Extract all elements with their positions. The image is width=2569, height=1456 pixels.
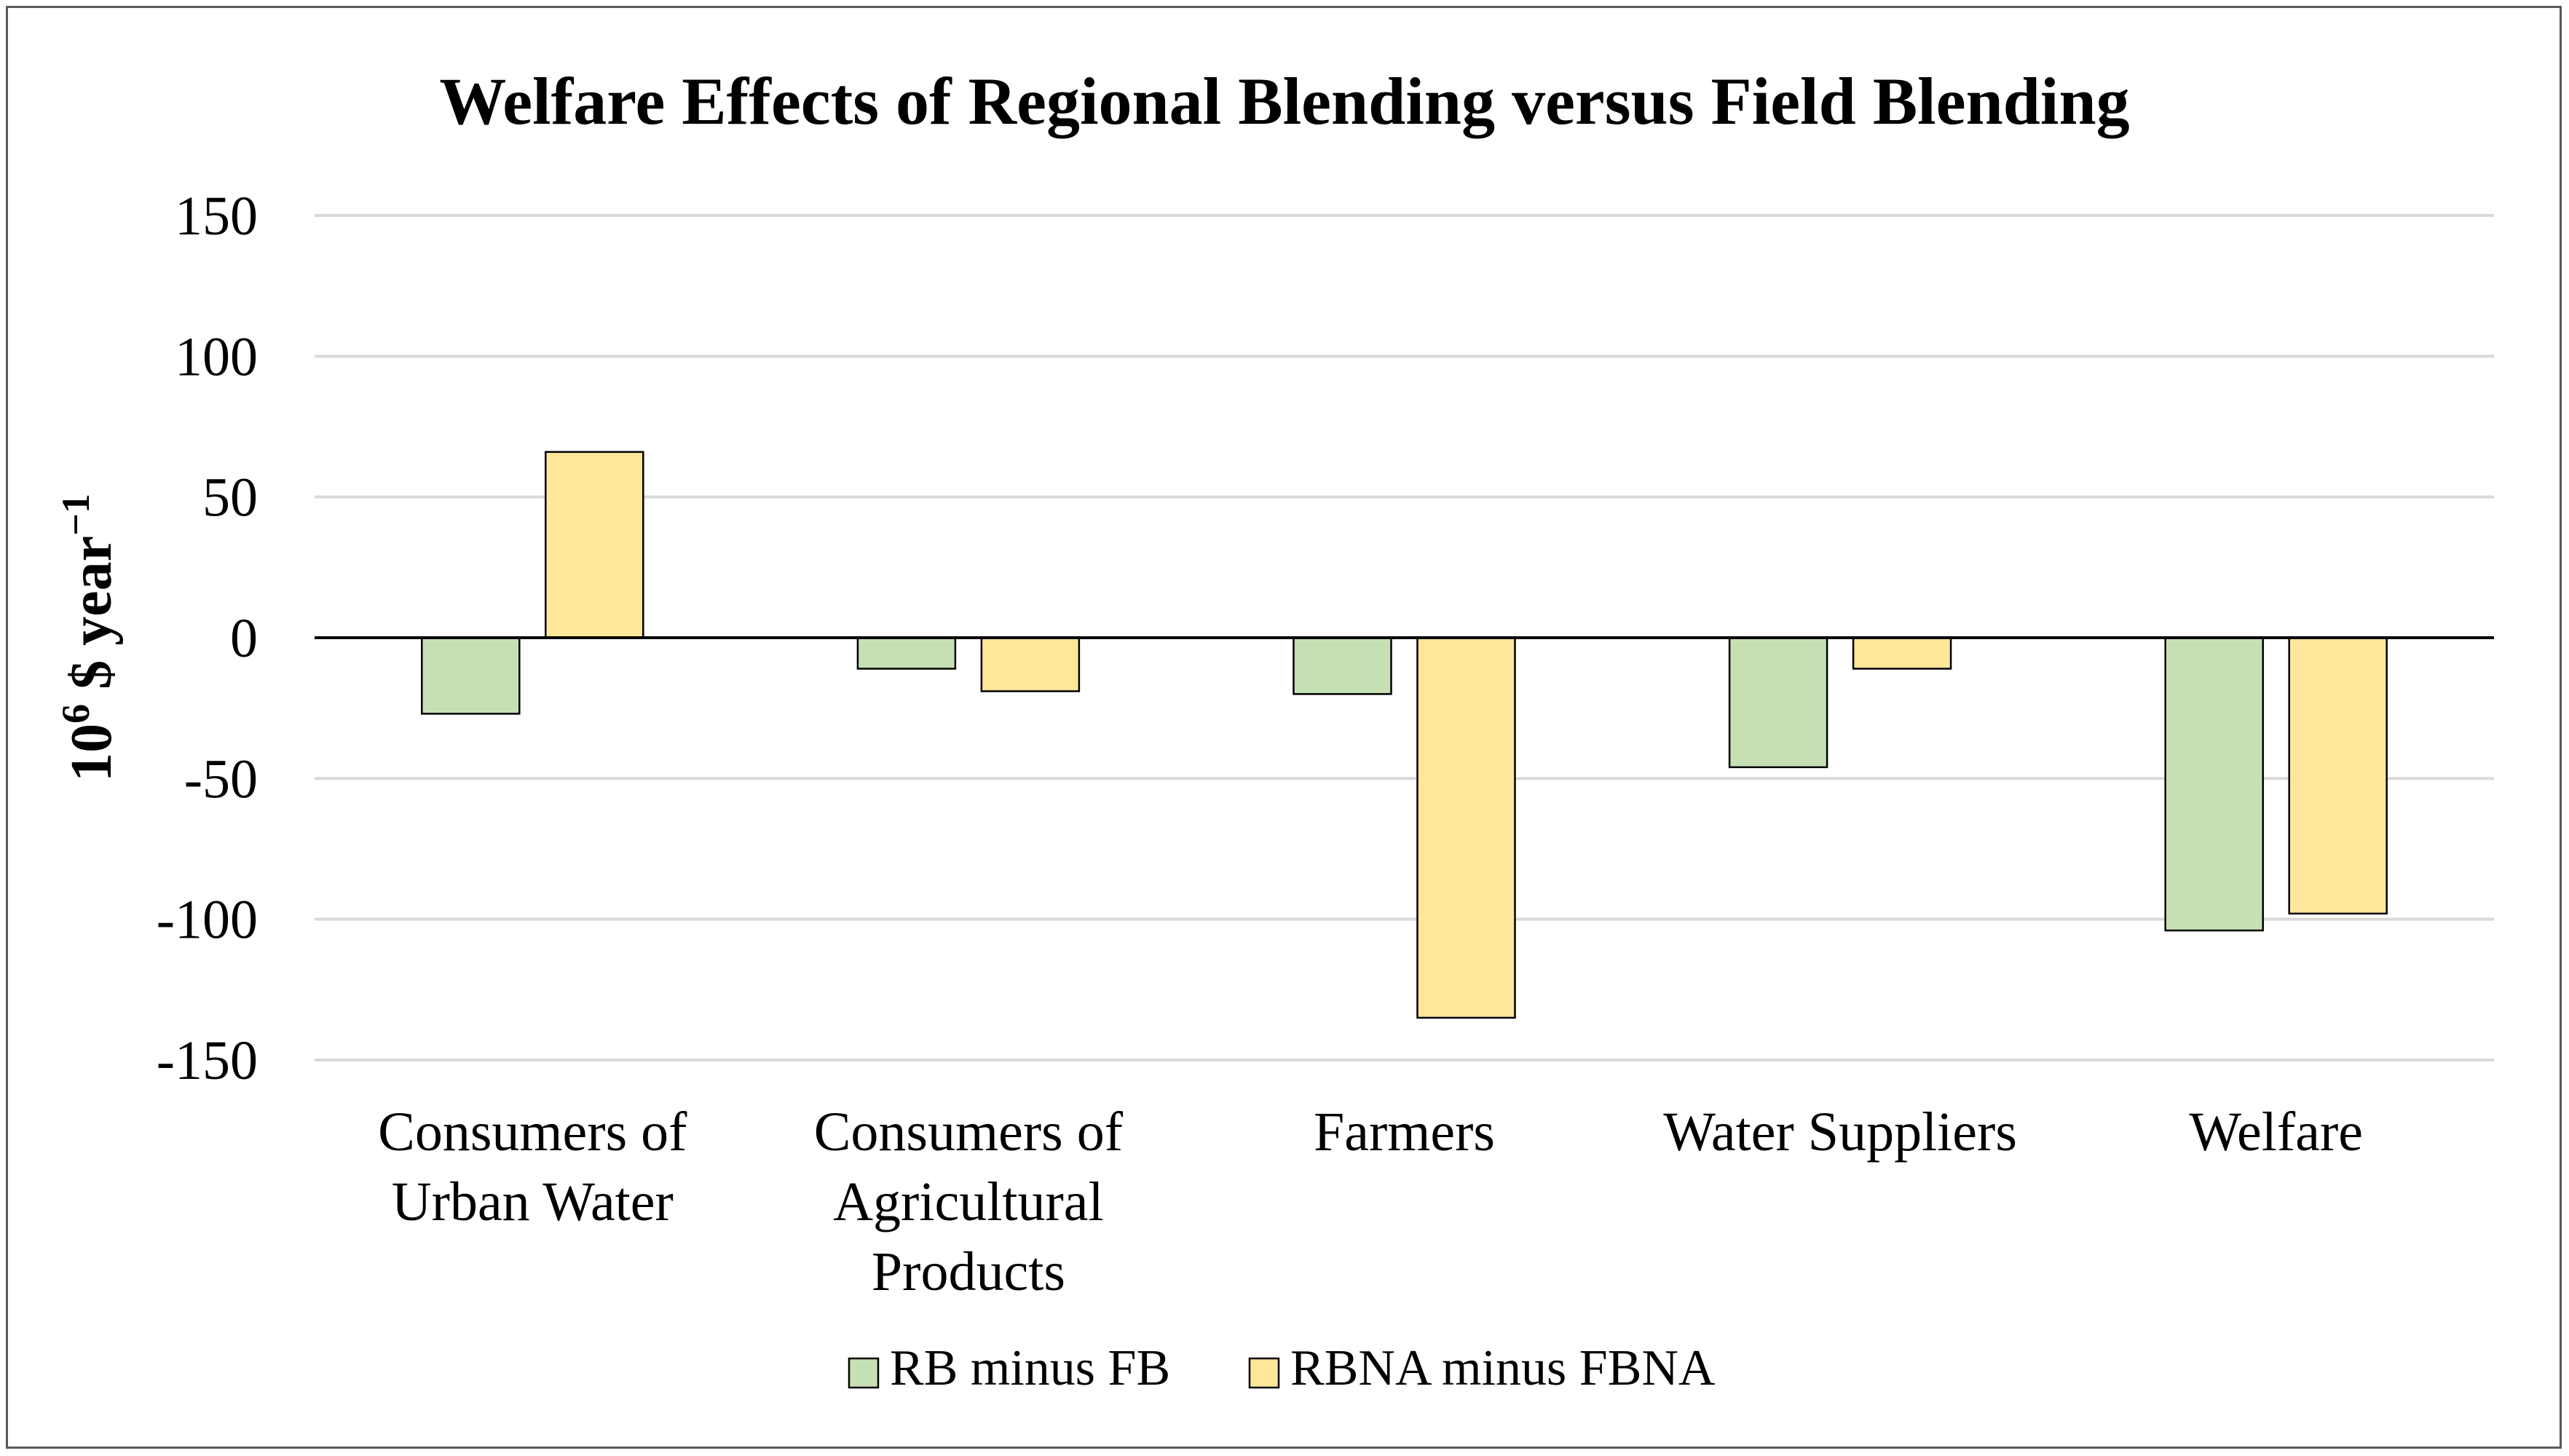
bar-rb-minus-fb bbox=[856, 636, 957, 670]
y-tick-label: -50 bbox=[184, 748, 258, 810]
bar-rbna-minus-fbna bbox=[2288, 636, 2388, 915]
category-label: Water Suppliers bbox=[1663, 1101, 2017, 1163]
y-tick-label: -100 bbox=[157, 890, 258, 951]
legend-label: RBNA minus FBNA bbox=[1290, 1340, 1716, 1396]
gridlines bbox=[315, 214, 2494, 1061]
y-axis-title: 106 $ year−1 bbox=[54, 494, 124, 782]
x-axis-categories: Consumers of Urban Water Consumers of Agric… bbox=[378, 1101, 2363, 1302]
y-tick-label: 50 bbox=[202, 467, 258, 529]
chart-frame bbox=[6, 6, 2562, 1449]
legend-swatch bbox=[848, 1357, 880, 1389]
category-label: Consumers of Agricultural Products bbox=[814, 1101, 1124, 1302]
bar-rb-minus-fb bbox=[421, 636, 521, 715]
bar-rb-minus-fb bbox=[2164, 636, 2264, 932]
category-label: Welfare bbox=[2189, 1101, 2363, 1163]
y-axis-label: 106 $ year−1 bbox=[54, 494, 124, 782]
chart-title: Welfare Effects of Regional Blending ver… bbox=[439, 64, 2129, 138]
category-label: Farmers bbox=[1314, 1101, 1495, 1163]
legend: RB minus FB RBNA minus FBNA bbox=[848, 1340, 1716, 1396]
bar-rb-minus-fb bbox=[1728, 636, 1828, 769]
legend-swatch bbox=[1248, 1357, 1280, 1389]
bar-rbna-minus-fbna bbox=[1852, 636, 1952, 670]
legend-label: RB minus FB bbox=[890, 1340, 1170, 1396]
bar-rbna-minus-fbna bbox=[980, 636, 1081, 692]
y-axis-ticks: 150 100 50 0 -50 -100 -150 bbox=[157, 186, 258, 1091]
y-tick-label: 100 bbox=[175, 326, 258, 387]
bar-rb-minus-fb bbox=[1293, 636, 1392, 695]
bar-rbna-minus-fbna bbox=[545, 451, 644, 639]
bar-rbna-minus-fbna bbox=[1416, 636, 1516, 1019]
y-tick-label: 150 bbox=[175, 186, 258, 247]
category-label: Consumers of Urban Water bbox=[378, 1101, 687, 1233]
bars bbox=[421, 451, 2388, 1019]
y-tick-label: -150 bbox=[157, 1030, 258, 1091]
y-tick-label: 0 bbox=[230, 608, 258, 669]
